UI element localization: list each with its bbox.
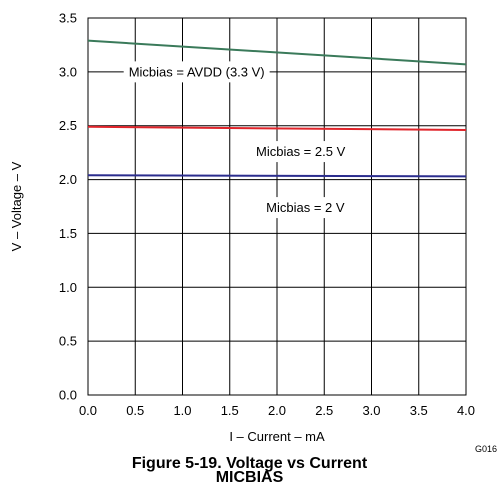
x-tick-label: 2.0 — [268, 403, 286, 418]
x-tick-label: 0.5 — [126, 403, 144, 418]
x-tick-label: 1.5 — [221, 403, 239, 418]
x-tick-label: 0.0 — [79, 403, 97, 418]
annotation-background — [261, 197, 350, 219]
annotation-background — [251, 141, 351, 163]
series-line-1 — [87, 125, 467, 132]
series-annotation: Micbias = AVDD (3.3 V) — [129, 64, 265, 79]
x-axis-label: I – Current – mA — [229, 429, 325, 444]
x-tick-label: 2.5 — [315, 403, 333, 418]
series-line-0 — [87, 39, 467, 66]
series-annotation: Micbias = 2.5 V — [256, 144, 346, 159]
series-lines — [87, 39, 467, 178]
y-tick-label: 1.0 — [59, 280, 77, 295]
y-axis-label: V – Voltage – V — [9, 161, 24, 251]
y-tick-label: 0.0 — [59, 388, 77, 403]
x-tick-label: 1.0 — [173, 403, 191, 418]
y-tick-label: 1.5 — [59, 226, 77, 241]
x-tick-label: 3.0 — [362, 403, 380, 418]
figure-code: G016 — [475, 444, 497, 454]
y-tick-label: 3.5 — [59, 11, 77, 26]
y-tick-labels: 0.0 0.5 1.0 1.5 2.0 2.5 3.0 3.5 — [59, 11, 77, 403]
series-line-2 — [87, 174, 467, 178]
caption-title: Figure 5-19. Voltage vs Current — [131, 455, 368, 472]
y-tick-label: 0.5 — [59, 334, 77, 349]
y-tick-label: 3.0 — [59, 64, 77, 79]
x-tick-label: 4.0 — [457, 403, 475, 418]
figure-caption: Figure 5-19. Voltage vs Current MICBIAS — [0, 455, 499, 486]
x-tick-label: 3.5 — [410, 403, 428, 418]
plot-frame — [87, 17, 467, 396]
y-tick-label: 2.0 — [59, 172, 77, 187]
annotation-background — [123, 61, 270, 83]
caption-subtitle: MICBIAS — [215, 469, 284, 486]
y-tick-label: 2.5 — [59, 118, 77, 133]
x-tick-labels: 0.0 0.5 1.0 1.5 2.0 2.5 3.0 3.5 4.0 — [79, 403, 475, 418]
series-annotation: Micbias = 2 V — [266, 200, 345, 215]
series-annotations: Micbias = AVDD (3.3 V) Micbias = 2.5 V Mic… — [123, 61, 351, 219]
